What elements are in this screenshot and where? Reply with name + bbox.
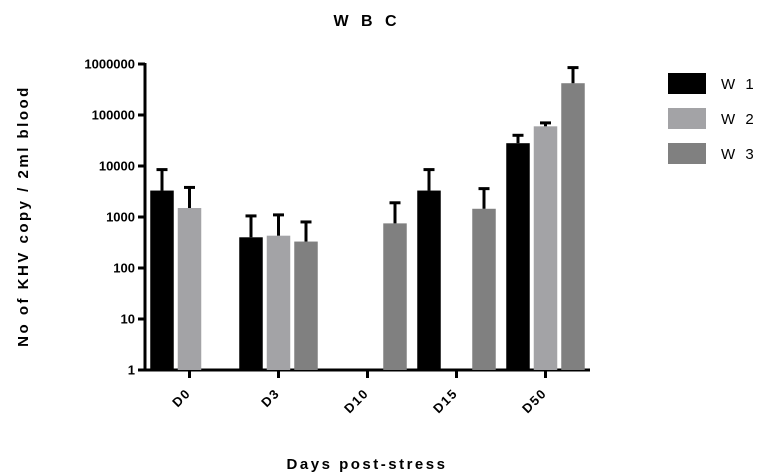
y-tick-label: 10000 [99,159,135,174]
bar [294,241,318,370]
bar [561,83,585,370]
axes: 1 10 100 1000 10000 100000 1000000 D0 D3 D10 D15 D5… [84,57,590,417]
legend-swatch [668,143,706,164]
bar [506,143,530,370]
x-tick-label: D3 [258,386,282,410]
x-tick-label: D10 [341,386,372,417]
bars [150,83,585,370]
error-bars [156,66,579,242]
y-tick-label: 100000 [92,108,135,123]
y-axis-label: No of KHV copy / 2ml blood [15,85,32,347]
y-tick-label: 100 [113,261,135,276]
legend-label: W 1 [721,76,757,93]
x-axis-label: Days post-stress [287,456,448,473]
chart-title: W B C [333,13,400,30]
x-tick-label: D0 [169,386,193,410]
bar [150,190,174,370]
bar [177,208,202,370]
legend-swatch [668,108,706,129]
legend-label: W 2 [721,111,757,128]
legend-label: W 3 [721,146,757,163]
y-tick-label: 1 [128,363,135,378]
bar [417,190,441,370]
bar [383,223,407,370]
x-tick-label: D50 [519,386,550,417]
legend: W 1 W 2 W 3 [668,73,757,164]
y-tick-label: 10 [121,312,135,327]
bar [533,126,558,370]
y-tick-label: 1000 [106,210,135,225]
bar [239,237,263,370]
x-tick-label: D15 [430,386,461,417]
bar [266,235,291,370]
y-tick-label: 1000000 [84,57,135,72]
bar [472,208,496,370]
legend-swatch [668,73,706,94]
